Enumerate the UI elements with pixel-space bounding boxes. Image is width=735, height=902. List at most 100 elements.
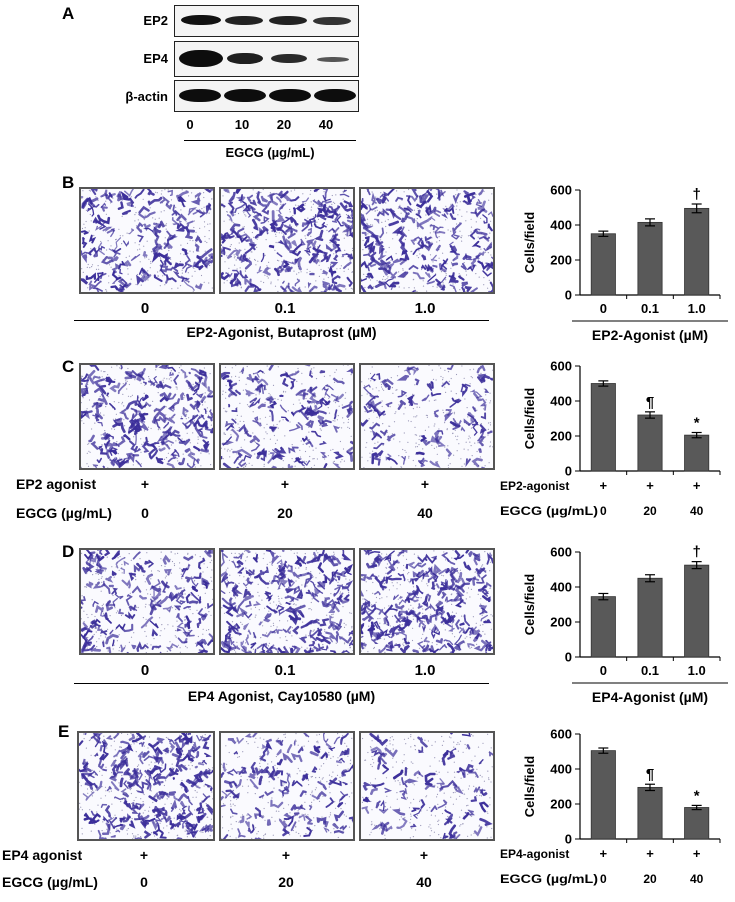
dose-label: 40 <box>690 504 704 518</box>
y-axis-label: Cells/field <box>522 756 537 817</box>
dose-label: 40 <box>417 505 433 521</box>
bar <box>684 207 710 296</box>
micrograph-b2 <box>219 187 355 294</box>
blot-label-ep2: EP2 <box>143 13 168 28</box>
y-tick-label: 200 <box>550 615 572 630</box>
significance-mark: ¶ <box>646 394 654 411</box>
blot-ep2 <box>174 5 359 37</box>
lane-label: 0 <box>186 117 194 132</box>
panel-d-caption: EP4 Agonist, Cay10580 (µM) <box>187 688 376 704</box>
dose-label: 40 <box>416 874 432 890</box>
bar <box>637 786 663 840</box>
row-label: EP4-agonist <box>500 847 569 861</box>
x-axis-label: EP2-Agonist (µM) <box>592 327 708 343</box>
y-tick-label: 400 <box>550 580 572 595</box>
bar <box>637 221 663 296</box>
x-axis-label: EP4-Agonist (µM) <box>592 689 708 705</box>
bar <box>684 434 710 472</box>
bar <box>637 577 663 658</box>
plus-sign: + <box>693 478 701 493</box>
micrograph-d2 <box>219 548 355 655</box>
row-label: EGCG (µg/mL) <box>500 872 598 886</box>
plus-sign: + <box>280 476 290 492</box>
x-tick-label: 0 <box>600 663 607 678</box>
significance-mark: † <box>692 186 700 203</box>
lane-label: 10 <box>234 117 250 132</box>
image-label: 0 <box>140 300 150 317</box>
bar <box>684 807 710 840</box>
bar <box>590 596 616 658</box>
y-tick-label: 0 <box>565 464 572 479</box>
micrograph-e3 <box>359 731 495 841</box>
row-label: EGCG (µg/mL) <box>500 504 598 518</box>
micrograph-c2 <box>219 363 355 470</box>
x-tick-label: 0.1 <box>641 301 659 316</box>
plus-sign: + <box>419 847 429 863</box>
y-tick-label: 400 <box>550 762 572 777</box>
chart-svg: Cells/field 0 200 400 600 0 0.1 † 1.0 EP4-Agonist… <box>522 544 728 705</box>
dose-label: 20 <box>643 504 657 518</box>
micrograph-b3 <box>359 187 495 294</box>
y-tick-label: 200 <box>550 797 572 812</box>
dose-label: 20 <box>277 505 293 521</box>
plus-sign: + <box>420 476 430 492</box>
image-label: 0.1 <box>274 662 296 679</box>
blot-label-beta-actin: β-actin <box>125 89 168 104</box>
micrograph-c3 <box>359 363 495 470</box>
significance-mark: ¶ <box>646 766 654 783</box>
x-tick-label: 0 <box>600 301 607 316</box>
x-tick-label: 1.0 <box>688 301 706 316</box>
y-tick-label: 0 <box>565 650 572 665</box>
significance-mark: * <box>694 787 700 804</box>
chart-svg: Cells/field 0 200 400 600 +0 ¶ +20 * +40 EP4-agoni… <box>500 727 721 886</box>
y-tick-label: 400 <box>550 394 572 409</box>
y-axis-label: Cells/field <box>522 212 537 273</box>
significance-mark: * <box>694 415 700 432</box>
panel-b-caption: EP2-Agonist, Butaprost (µM) <box>186 324 377 340</box>
row-label: EP2-agonist <box>500 479 569 493</box>
y-tick-label: 600 <box>550 359 572 374</box>
bar-chart-e: Cells/field 0 200 400 600 +0 ¶ +20 * +40 EP4-agoni… <box>498 722 733 897</box>
lane-label: 20 <box>276 117 292 132</box>
plus-sign: + <box>600 478 608 493</box>
micrograph-d3 <box>359 548 495 655</box>
panel-label-d: D <box>62 542 75 561</box>
micrograph-e2 <box>219 731 355 841</box>
bar <box>590 750 616 840</box>
y-tick-label: 0 <box>565 832 572 847</box>
micrograph-c1 <box>79 363 215 470</box>
micrograph-b1 <box>79 187 215 294</box>
bar <box>590 383 616 472</box>
y-tick-label: 600 <box>550 183 572 198</box>
micrograph-e1 <box>77 731 215 841</box>
image-label: 0.1 <box>274 300 296 317</box>
bar-chart-b: Cells/field 0 200 400 600 0 0.1 † 1.0 EP2-Agonist… <box>515 178 730 343</box>
chart-svg: Cells/field 0 200 400 600 0 0.1 † 1.0 EP2-Agonist… <box>522 183 728 343</box>
panel-label-e: E <box>58 722 70 741</box>
y-tick-label: 600 <box>550 545 572 560</box>
bar-chart-c: Cells/field 0 200 400 600 +0 ¶ +20 * +40 EP2-agoni… <box>498 354 733 524</box>
y-tick-label: 200 <box>550 253 572 268</box>
x-tick-label: 0.1 <box>641 663 659 678</box>
blot-label-ep4: EP4 <box>143 51 168 66</box>
image-label: 1.0 <box>414 300 436 317</box>
row-label-ep4-agonist: EP4 agonist <box>2 847 83 863</box>
plus-sign: + <box>281 847 291 863</box>
dose-label: 0 <box>600 872 607 886</box>
treatment-rule <box>184 140 356 141</box>
image-label: 1.0 <box>414 662 436 679</box>
plus-sign: + <box>693 846 701 861</box>
dose-label: 20 <box>643 872 657 886</box>
dose-label: 0 <box>140 874 148 890</box>
plus-sign: + <box>600 846 608 861</box>
y-tick-label: 600 <box>550 727 572 742</box>
dose-label: 40 <box>690 872 704 886</box>
plus-sign: + <box>646 478 654 493</box>
row-label-egcg: EGCG (µg/mL) <box>16 505 112 521</box>
panel-label-a: A <box>62 4 75 23</box>
dose-label: 0 <box>141 505 149 521</box>
blot-beta-actin <box>174 80 359 112</box>
bar <box>637 414 663 472</box>
y-tick-label: 400 <box>550 218 572 233</box>
row-label-egcg: EGCG (µg/mL) <box>2 874 98 890</box>
